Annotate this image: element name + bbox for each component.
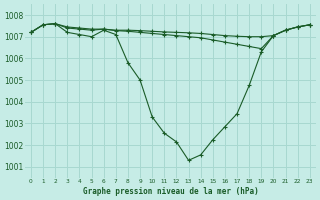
X-axis label: Graphe pression niveau de la mer (hPa): Graphe pression niveau de la mer (hPa)	[83, 187, 258, 196]
